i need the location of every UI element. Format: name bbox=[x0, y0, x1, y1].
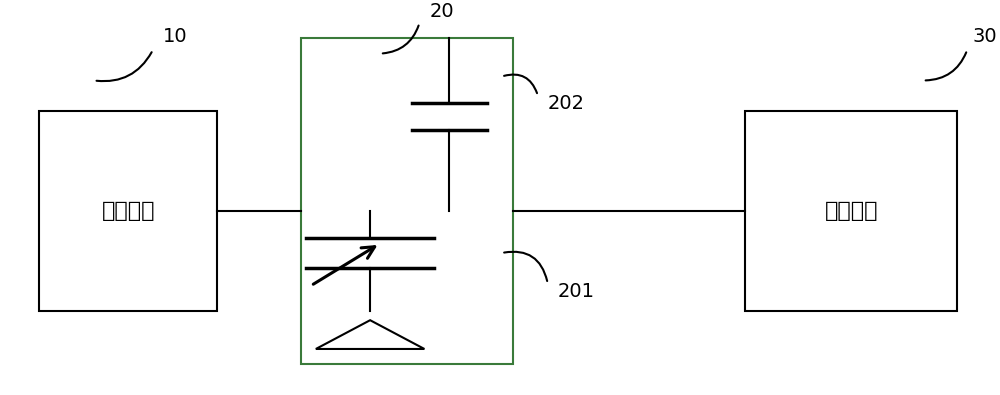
Text: 202: 202 bbox=[548, 94, 585, 113]
Bar bbox=[745, 111, 957, 310]
Text: 反应腔室: 反应腔室 bbox=[825, 201, 878, 221]
Text: 20: 20 bbox=[429, 2, 454, 21]
Bar bbox=[39, 111, 217, 310]
Text: 201: 201 bbox=[558, 282, 595, 301]
Bar bbox=[301, 38, 513, 364]
Text: 射频电源: 射频电源 bbox=[102, 201, 155, 221]
Text: 30: 30 bbox=[972, 27, 997, 46]
Text: 10: 10 bbox=[163, 27, 187, 46]
